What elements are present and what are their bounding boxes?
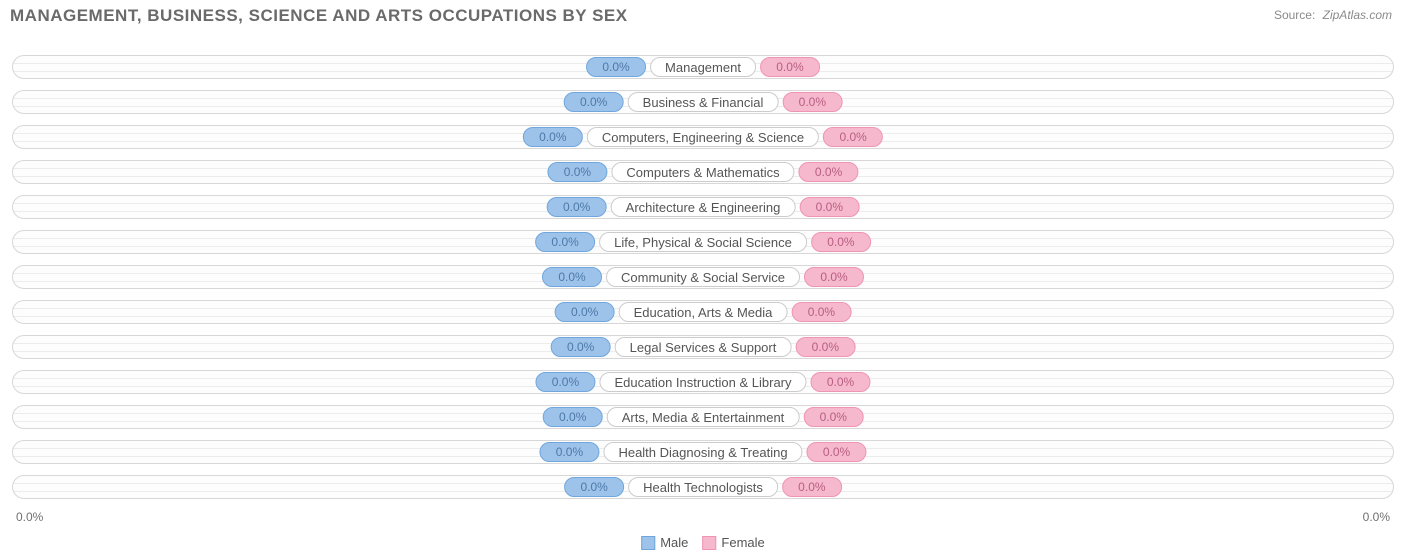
category-label-pill: Legal Services & Support — [615, 337, 792, 357]
male-value-pill: 0.0% — [547, 197, 607, 217]
row-track: 0.0%Management0.0% — [12, 55, 1394, 79]
row-center-stack: 0.0%Life, Physical & Social Science0.0% — [535, 232, 871, 252]
chart-row: 0.0%Computers & Mathematics0.0% — [12, 155, 1394, 189]
row-center-stack: 0.0%Computers, Engineering & Science0.0% — [523, 127, 883, 147]
category-label-pill: Arts, Media & Entertainment — [607, 407, 800, 427]
source-attribution: Source: ZipAtlas.com — [1274, 8, 1392, 22]
category-label-pill: Life, Physical & Social Science — [599, 232, 807, 252]
category-label-pill: Architecture & Engineering — [611, 197, 796, 217]
legend: Male Female — [641, 535, 765, 550]
category-label-pill: Education, Arts & Media — [619, 302, 788, 322]
male-value-pill: 0.0% — [564, 92, 624, 112]
legend-female-label: Female — [721, 535, 764, 550]
category-label-pill: Education Instruction & Library — [599, 372, 806, 392]
female-value-pill: 0.0% — [803, 407, 863, 427]
chart-row: 0.0%Business & Financial0.0% — [12, 85, 1394, 119]
row-track: 0.0%Computers, Engineering & Science0.0% — [12, 125, 1394, 149]
row-center-stack: 0.0%Business & Financial0.0% — [564, 92, 843, 112]
male-value-pill: 0.0% — [547, 162, 607, 182]
chart-row: 0.0%Education Instruction & Library0.0% — [12, 365, 1394, 399]
row-center-stack: 0.0%Health Diagnosing & Treating0.0% — [539, 442, 866, 462]
row-center-stack: 0.0%Education Instruction & Library0.0% — [535, 372, 870, 392]
female-swatch-icon — [702, 536, 716, 550]
male-value-pill: 0.0% — [539, 442, 599, 462]
row-center-stack: 0.0%Architecture & Engineering0.0% — [547, 197, 860, 217]
female-value-pill: 0.0% — [799, 162, 859, 182]
chart-row: 0.0%Management0.0% — [12, 50, 1394, 84]
female-value-pill: 0.0% — [782, 92, 842, 112]
x-axis: 0.0% 0.0% — [12, 510, 1394, 528]
female-value-pill: 0.0% — [807, 442, 867, 462]
male-value-pill: 0.0% — [535, 232, 595, 252]
chart-row: 0.0%Health Diagnosing & Treating0.0% — [12, 435, 1394, 469]
category-label-pill: Health Technologists — [628, 477, 778, 497]
source-value: ZipAtlas.com — [1323, 8, 1392, 22]
row-track: 0.0%Health Technologists0.0% — [12, 475, 1394, 499]
chart-row: 0.0%Arts, Media & Entertainment0.0% — [12, 400, 1394, 434]
female-value-pill: 0.0% — [782, 477, 842, 497]
female-value-pill: 0.0% — [760, 57, 820, 77]
chart-row: 0.0%Legal Services & Support0.0% — [12, 330, 1394, 364]
row-track: 0.0%Legal Services & Support0.0% — [12, 335, 1394, 359]
male-value-pill: 0.0% — [551, 337, 611, 357]
male-value-pill: 0.0% — [564, 477, 624, 497]
legend-male-label: Male — [660, 535, 688, 550]
category-label-pill: Health Diagnosing & Treating — [603, 442, 802, 462]
row-track: 0.0%Computers & Mathematics0.0% — [12, 160, 1394, 184]
female-value-pill: 0.0% — [799, 197, 859, 217]
row-center-stack: 0.0%Education, Arts & Media0.0% — [555, 302, 852, 322]
legend-male: Male — [641, 535, 688, 550]
row-center-stack: 0.0%Health Technologists0.0% — [564, 477, 842, 497]
female-value-pill: 0.0% — [811, 232, 871, 252]
male-swatch-icon — [641, 536, 655, 550]
row-track: 0.0%Education Instruction & Library0.0% — [12, 370, 1394, 394]
chart-row: 0.0%Architecture & Engineering0.0% — [12, 190, 1394, 224]
male-value-pill: 0.0% — [543, 407, 603, 427]
male-value-pill: 0.0% — [542, 267, 602, 287]
male-value-pill: 0.0% — [535, 372, 595, 392]
chart-row: 0.0%Computers, Engineering & Science0.0% — [12, 120, 1394, 154]
chart-title: MANAGEMENT, BUSINESS, SCIENCE AND ARTS O… — [10, 6, 628, 26]
category-label-pill: Computers & Mathematics — [611, 162, 794, 182]
category-label-pill: Computers, Engineering & Science — [587, 127, 819, 147]
legend-female: Female — [702, 535, 764, 550]
row-track: 0.0%Arts, Media & Entertainment0.0% — [12, 405, 1394, 429]
row-track: 0.0%Business & Financial0.0% — [12, 90, 1394, 114]
female-value-pill: 0.0% — [811, 372, 871, 392]
axis-left-label: 0.0% — [16, 510, 43, 524]
chart-rows: 0.0%Management0.0%0.0%Business & Financi… — [12, 50, 1394, 505]
chart-row: 0.0%Health Technologists0.0% — [12, 470, 1394, 504]
male-value-pill: 0.0% — [586, 57, 646, 77]
male-value-pill: 0.0% — [555, 302, 615, 322]
female-value-pill: 0.0% — [823, 127, 883, 147]
axis-right-label: 0.0% — [1363, 510, 1390, 524]
row-center-stack: 0.0%Community & Social Service0.0% — [542, 267, 864, 287]
category-label-pill: Business & Financial — [628, 92, 779, 112]
female-value-pill: 0.0% — [791, 302, 851, 322]
male-value-pill: 0.0% — [523, 127, 583, 147]
chart-row: 0.0%Education, Arts & Media0.0% — [12, 295, 1394, 329]
row-center-stack: 0.0%Legal Services & Support0.0% — [551, 337, 856, 357]
row-center-stack: 0.0%Computers & Mathematics0.0% — [547, 162, 858, 182]
row-track: 0.0%Community & Social Service0.0% — [12, 265, 1394, 289]
row-track: 0.0%Architecture & Engineering0.0% — [12, 195, 1394, 219]
row-track: 0.0%Health Diagnosing & Treating0.0% — [12, 440, 1394, 464]
chart-row: 0.0%Life, Physical & Social Science0.0% — [12, 225, 1394, 259]
source-label: Source: — [1274, 8, 1315, 22]
female-value-pill: 0.0% — [804, 267, 864, 287]
female-value-pill: 0.0% — [795, 337, 855, 357]
row-center-stack: 0.0%Management0.0% — [586, 57, 820, 77]
category-label-pill: Community & Social Service — [606, 267, 800, 287]
row-track: 0.0%Life, Physical & Social Science0.0% — [12, 230, 1394, 254]
row-center-stack: 0.0%Arts, Media & Entertainment0.0% — [543, 407, 864, 427]
category-label-pill: Management — [650, 57, 756, 77]
chart-row: 0.0%Community & Social Service0.0% — [12, 260, 1394, 294]
row-track: 0.0%Education, Arts & Media0.0% — [12, 300, 1394, 324]
